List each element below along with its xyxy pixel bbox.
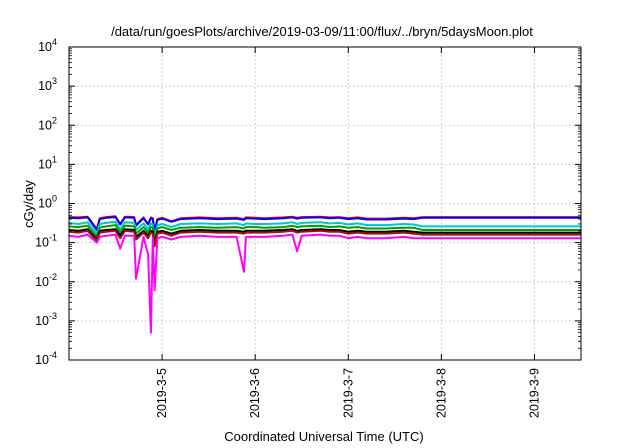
y-tick-base: 10 (38, 118, 52, 132)
y-tick-base: 10 (38, 197, 52, 211)
y-tick-exponent: 4 (52, 37, 57, 47)
y-tick-label: 10-4 (35, 350, 57, 367)
y-tick-label: 104 (38, 37, 57, 54)
y-tick-label: 101 (38, 154, 57, 171)
x-axis-label: Coordinated Universal Time (UTC) (224, 429, 423, 444)
x-tick-label: 2019-3-9 (527, 368, 541, 418)
chart-title: /data/run/goesPlots/archive/2019-03-09/1… (111, 24, 533, 39)
series-line-1 (68, 216, 581, 233)
series-line-4 (68, 228, 581, 246)
series-line-5 (68, 229, 581, 248)
y-tick-label: 10-2 (35, 272, 57, 289)
y-tick-label: 100 (38, 194, 57, 211)
y-tick-exponent: -4 (49, 350, 57, 360)
y-tick-exponent: 2 (52, 115, 57, 125)
series-line-6 (68, 233, 581, 334)
x-tick-label: 2019-3-5 (155, 368, 169, 418)
y-tick-base: 10 (35, 236, 49, 250)
x-tick-label: 2019-3-7 (341, 368, 355, 418)
series-group (68, 215, 581, 334)
y-tick-exponent: -1 (49, 233, 57, 243)
y-tick-label: 10-3 (35, 311, 57, 328)
y-tick-base: 10 (35, 353, 49, 367)
y-tick-exponent: -3 (49, 311, 57, 321)
grid (69, 47, 581, 360)
y-axis-label: cGy/day (21, 180, 36, 228)
x-tick-label: 2019-3-6 (248, 368, 262, 418)
y-tick-base: 10 (35, 314, 49, 328)
y-tick-exponent: 3 (52, 76, 57, 86)
y-tick-exponent: -2 (49, 272, 57, 282)
y-tick-base: 10 (38, 79, 52, 93)
x-tick-label: 2019-3-8 (434, 368, 448, 418)
y-tick-exponent: 1 (52, 154, 57, 164)
y-tick-base: 10 (38, 157, 52, 171)
y-tick-base: 10 (38, 40, 52, 54)
x-axis: 2019-3-5 2019-3-6 2019-3-7 2019-3-8 2019-3-9 (155, 47, 541, 418)
y-tick-label: 103 (38, 76, 57, 93)
series-line-2 (68, 220, 581, 238)
y-tick-base: 10 (35, 275, 49, 289)
y-tick-exponent: 0 (52, 194, 57, 204)
y-tick-label: 10-1 (35, 233, 57, 250)
series-line-3 (68, 224, 581, 242)
y-tick-label: 102 (38, 115, 57, 132)
